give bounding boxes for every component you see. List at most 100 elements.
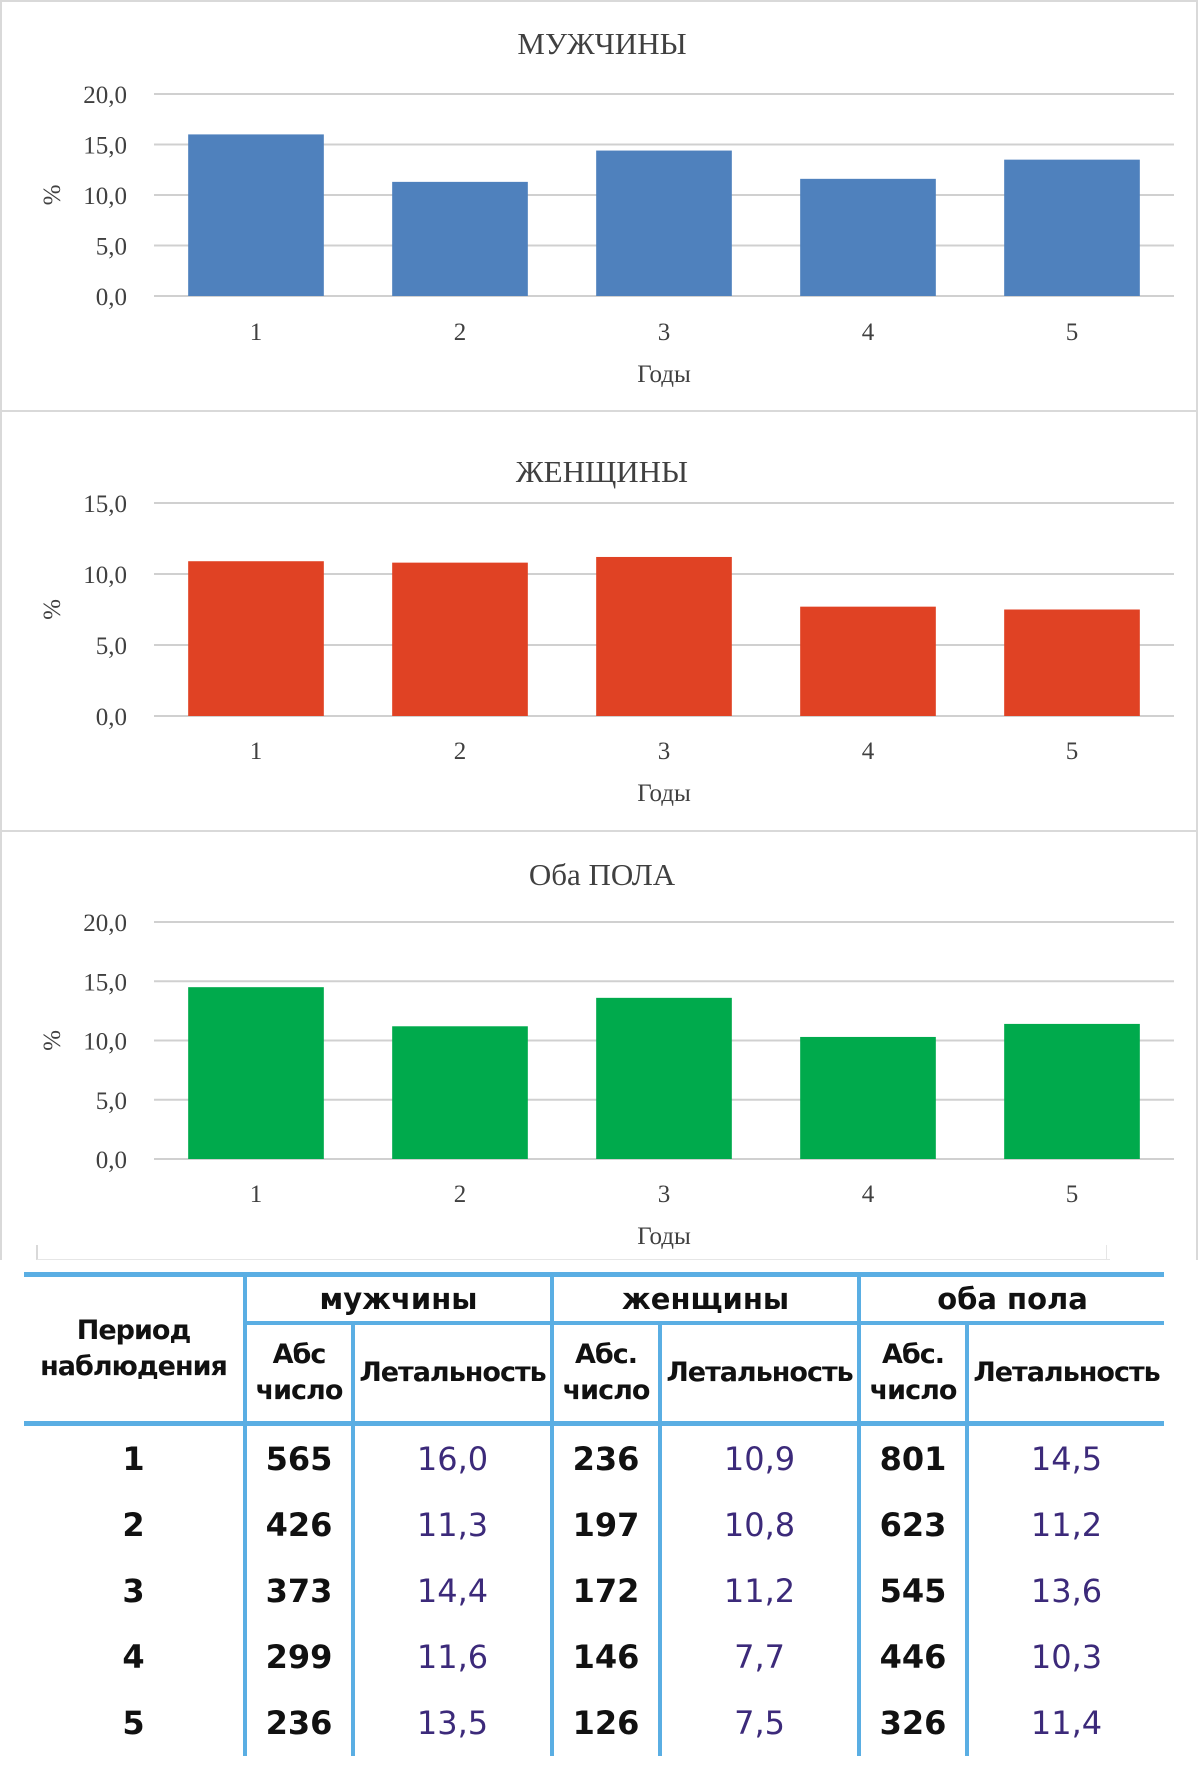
period-cell: 1 xyxy=(122,1440,145,1478)
women-lethality-cell: 10,8 xyxy=(658,1492,860,1558)
y-tick-label: 10,0 xyxy=(83,183,127,210)
group-header-men: мужчины xyxy=(242,1272,553,1325)
period-header-line2: наблюдения xyxy=(40,1351,228,1382)
x-tick-label: 1 xyxy=(250,319,263,346)
men-leth-header: Летальность xyxy=(350,1323,553,1426)
abs-label: Абс xyxy=(272,1339,327,1370)
bar-both-1 xyxy=(188,987,324,1159)
group-header-women: женщины xyxy=(550,1272,860,1325)
women-leth-header: Летальность xyxy=(658,1323,860,1426)
abs-label: число xyxy=(869,1375,958,1406)
y-tick-label: 0,0 xyxy=(96,284,127,311)
women-lethality-cell: 10,9 xyxy=(658,1423,860,1492)
x-tick-label: 3 xyxy=(658,738,671,765)
table-row: 5 236 13,5 126 7,5 326 11,4 xyxy=(24,1690,1164,1756)
x-tick-label: 3 xyxy=(658,319,671,346)
both-lethality-cell: 10,3 xyxy=(965,1624,1164,1690)
period-header: Период наблюдения xyxy=(24,1272,245,1426)
both-lethality-cell: 11,2 xyxy=(965,1492,1164,1558)
y-tick-label: 0,0 xyxy=(96,1147,127,1174)
y-tick-label: 15,0 xyxy=(83,969,127,996)
both-lethality-cell: 14,5 xyxy=(965,1423,1164,1492)
both-leth-header: Летальность xyxy=(965,1323,1164,1426)
x-tick-label: 1 xyxy=(250,1181,263,1208)
chart-both: Оба ПОЛА 0,0 5,0 10,0 15,0 20,0% 1 2 3 4 5 Годы xyxy=(39,857,1174,1250)
chart-panel-men: МУЖЧИНЫ 0,0 5,0 10,0 15,0 20,0% 1 2 3 4 5 Годы xyxy=(0,0,1198,412)
x-tick-label: 5 xyxy=(1066,1181,1079,1208)
bar-women-3 xyxy=(596,556,732,716)
x-tick-label: 4 xyxy=(862,738,875,765)
bar-men-2 xyxy=(392,181,528,296)
x-tick-label: 4 xyxy=(862,1181,875,1208)
men-lethality-cell: 13,5 xyxy=(350,1690,553,1756)
y-tick-label: 5,0 xyxy=(96,633,127,660)
y-tick-label: 15,0 xyxy=(83,491,127,518)
men-lethality-cell: 11,6 xyxy=(350,1624,553,1690)
x-tick-label: 2 xyxy=(454,319,467,346)
abs-label: Абс. xyxy=(575,1339,638,1370)
table-row: 4 299 11,6 146 7,7 446 10,3 xyxy=(24,1624,1164,1690)
both-abs-cell: 446 xyxy=(857,1624,968,1690)
y-tick-label: 0,0 xyxy=(96,704,127,731)
bar-both-5 xyxy=(1004,1023,1140,1159)
period-header-line1: Период xyxy=(76,1315,192,1346)
men-abs-cell: 426 xyxy=(243,1492,353,1558)
y-tick-label: 10,0 xyxy=(83,1029,127,1056)
x-axis-label: Годы xyxy=(637,1223,691,1250)
both-abs-cell: 801 xyxy=(857,1423,968,1492)
y-axis-label: % xyxy=(39,1030,66,1051)
women-lethality-cell: 7,5 xyxy=(658,1690,860,1756)
abs-label: число xyxy=(562,1375,651,1406)
lethality-table: Период наблюдения мужчины женщины оба по… xyxy=(24,1272,1164,1756)
x-tick-label: 4 xyxy=(862,319,875,346)
both-lethality-cell: 13,6 xyxy=(965,1558,1164,1624)
bar-men-5 xyxy=(1004,159,1140,296)
x-tick-label: 5 xyxy=(1066,319,1079,346)
men-abs-cell: 565 xyxy=(243,1423,353,1492)
group-header-both: оба пола xyxy=(857,1272,1164,1325)
period-cell: 5 xyxy=(122,1704,145,1742)
both-abs-cell: 326 xyxy=(857,1690,968,1756)
bar-women-1 xyxy=(188,561,324,716)
y-tick-label: 5,0 xyxy=(96,1088,127,1115)
panel-edge xyxy=(1106,1245,1107,1259)
men-lethality-cell: 14,4 xyxy=(350,1558,553,1624)
both-abs-cell: 623 xyxy=(857,1492,968,1558)
men-abs-cell: 299 xyxy=(243,1624,353,1690)
chart-title: ЖЕНЩИНЫ xyxy=(516,454,688,489)
y-tick-label: 5,0 xyxy=(96,234,127,261)
abs-label: Абс. xyxy=(882,1339,945,1370)
y-tick-label: 10,0 xyxy=(83,562,127,589)
men-abs-cell: 373 xyxy=(243,1558,353,1624)
women-abs-cell: 236 xyxy=(550,1423,661,1492)
x-tick-label: 1 xyxy=(250,738,263,765)
y-axis-label: % xyxy=(39,185,66,206)
chart-women: ЖЕНЩИНЫ 0,0 5,0 10,0 15,0% 1 2 3 4 5 Годы xyxy=(39,454,1174,807)
women-abs-cell: 146 xyxy=(550,1624,661,1690)
men-lethality-cell: 11,3 xyxy=(350,1492,553,1558)
table-row: 1 565 16,0 236 10,9 801 14,5 xyxy=(24,1423,1164,1492)
table-row: 3 373 14,4 172 11,2 545 13,6 xyxy=(24,1558,1164,1624)
x-tick-label: 2 xyxy=(454,1181,467,1208)
women-lethality-cell: 11,2 xyxy=(658,1558,860,1624)
bar-women-2 xyxy=(392,562,528,716)
y-tick-label: 20,0 xyxy=(83,910,127,937)
chart-title: Оба ПОЛА xyxy=(529,857,676,892)
men-abs-header: Абс число xyxy=(243,1323,353,1426)
chart-title: МУЖЧИНЫ xyxy=(517,26,686,61)
women-abs-cell: 126 xyxy=(550,1690,661,1756)
bar-men-1 xyxy=(188,134,324,296)
chart-men: МУЖЧИНЫ 0,0 5,0 10,0 15,0 20,0% 1 2 3 4 5 Годы xyxy=(39,26,1174,388)
both-lethality-cell: 11,4 xyxy=(965,1690,1164,1756)
men-abs-cell: 236 xyxy=(243,1690,353,1756)
x-tick-label: 3 xyxy=(658,1181,671,1208)
x-tick-label: 2 xyxy=(454,738,467,765)
table-row: 2 426 11,3 197 10,8 623 11,2 xyxy=(24,1492,1164,1558)
bar-women-4 xyxy=(800,606,936,716)
y-tick-label: 20,0 xyxy=(83,82,127,109)
both-abs-cell: 545 xyxy=(857,1558,968,1624)
chart-panel-both: Оба ПОЛА 0,0 5,0 10,0 15,0 20,0% 1 2 3 4 5 Годы xyxy=(0,830,1198,1260)
y-tick-label: 15,0 xyxy=(83,133,127,160)
x-axis-label: Годы xyxy=(637,361,691,388)
bar-both-2 xyxy=(392,1026,528,1159)
